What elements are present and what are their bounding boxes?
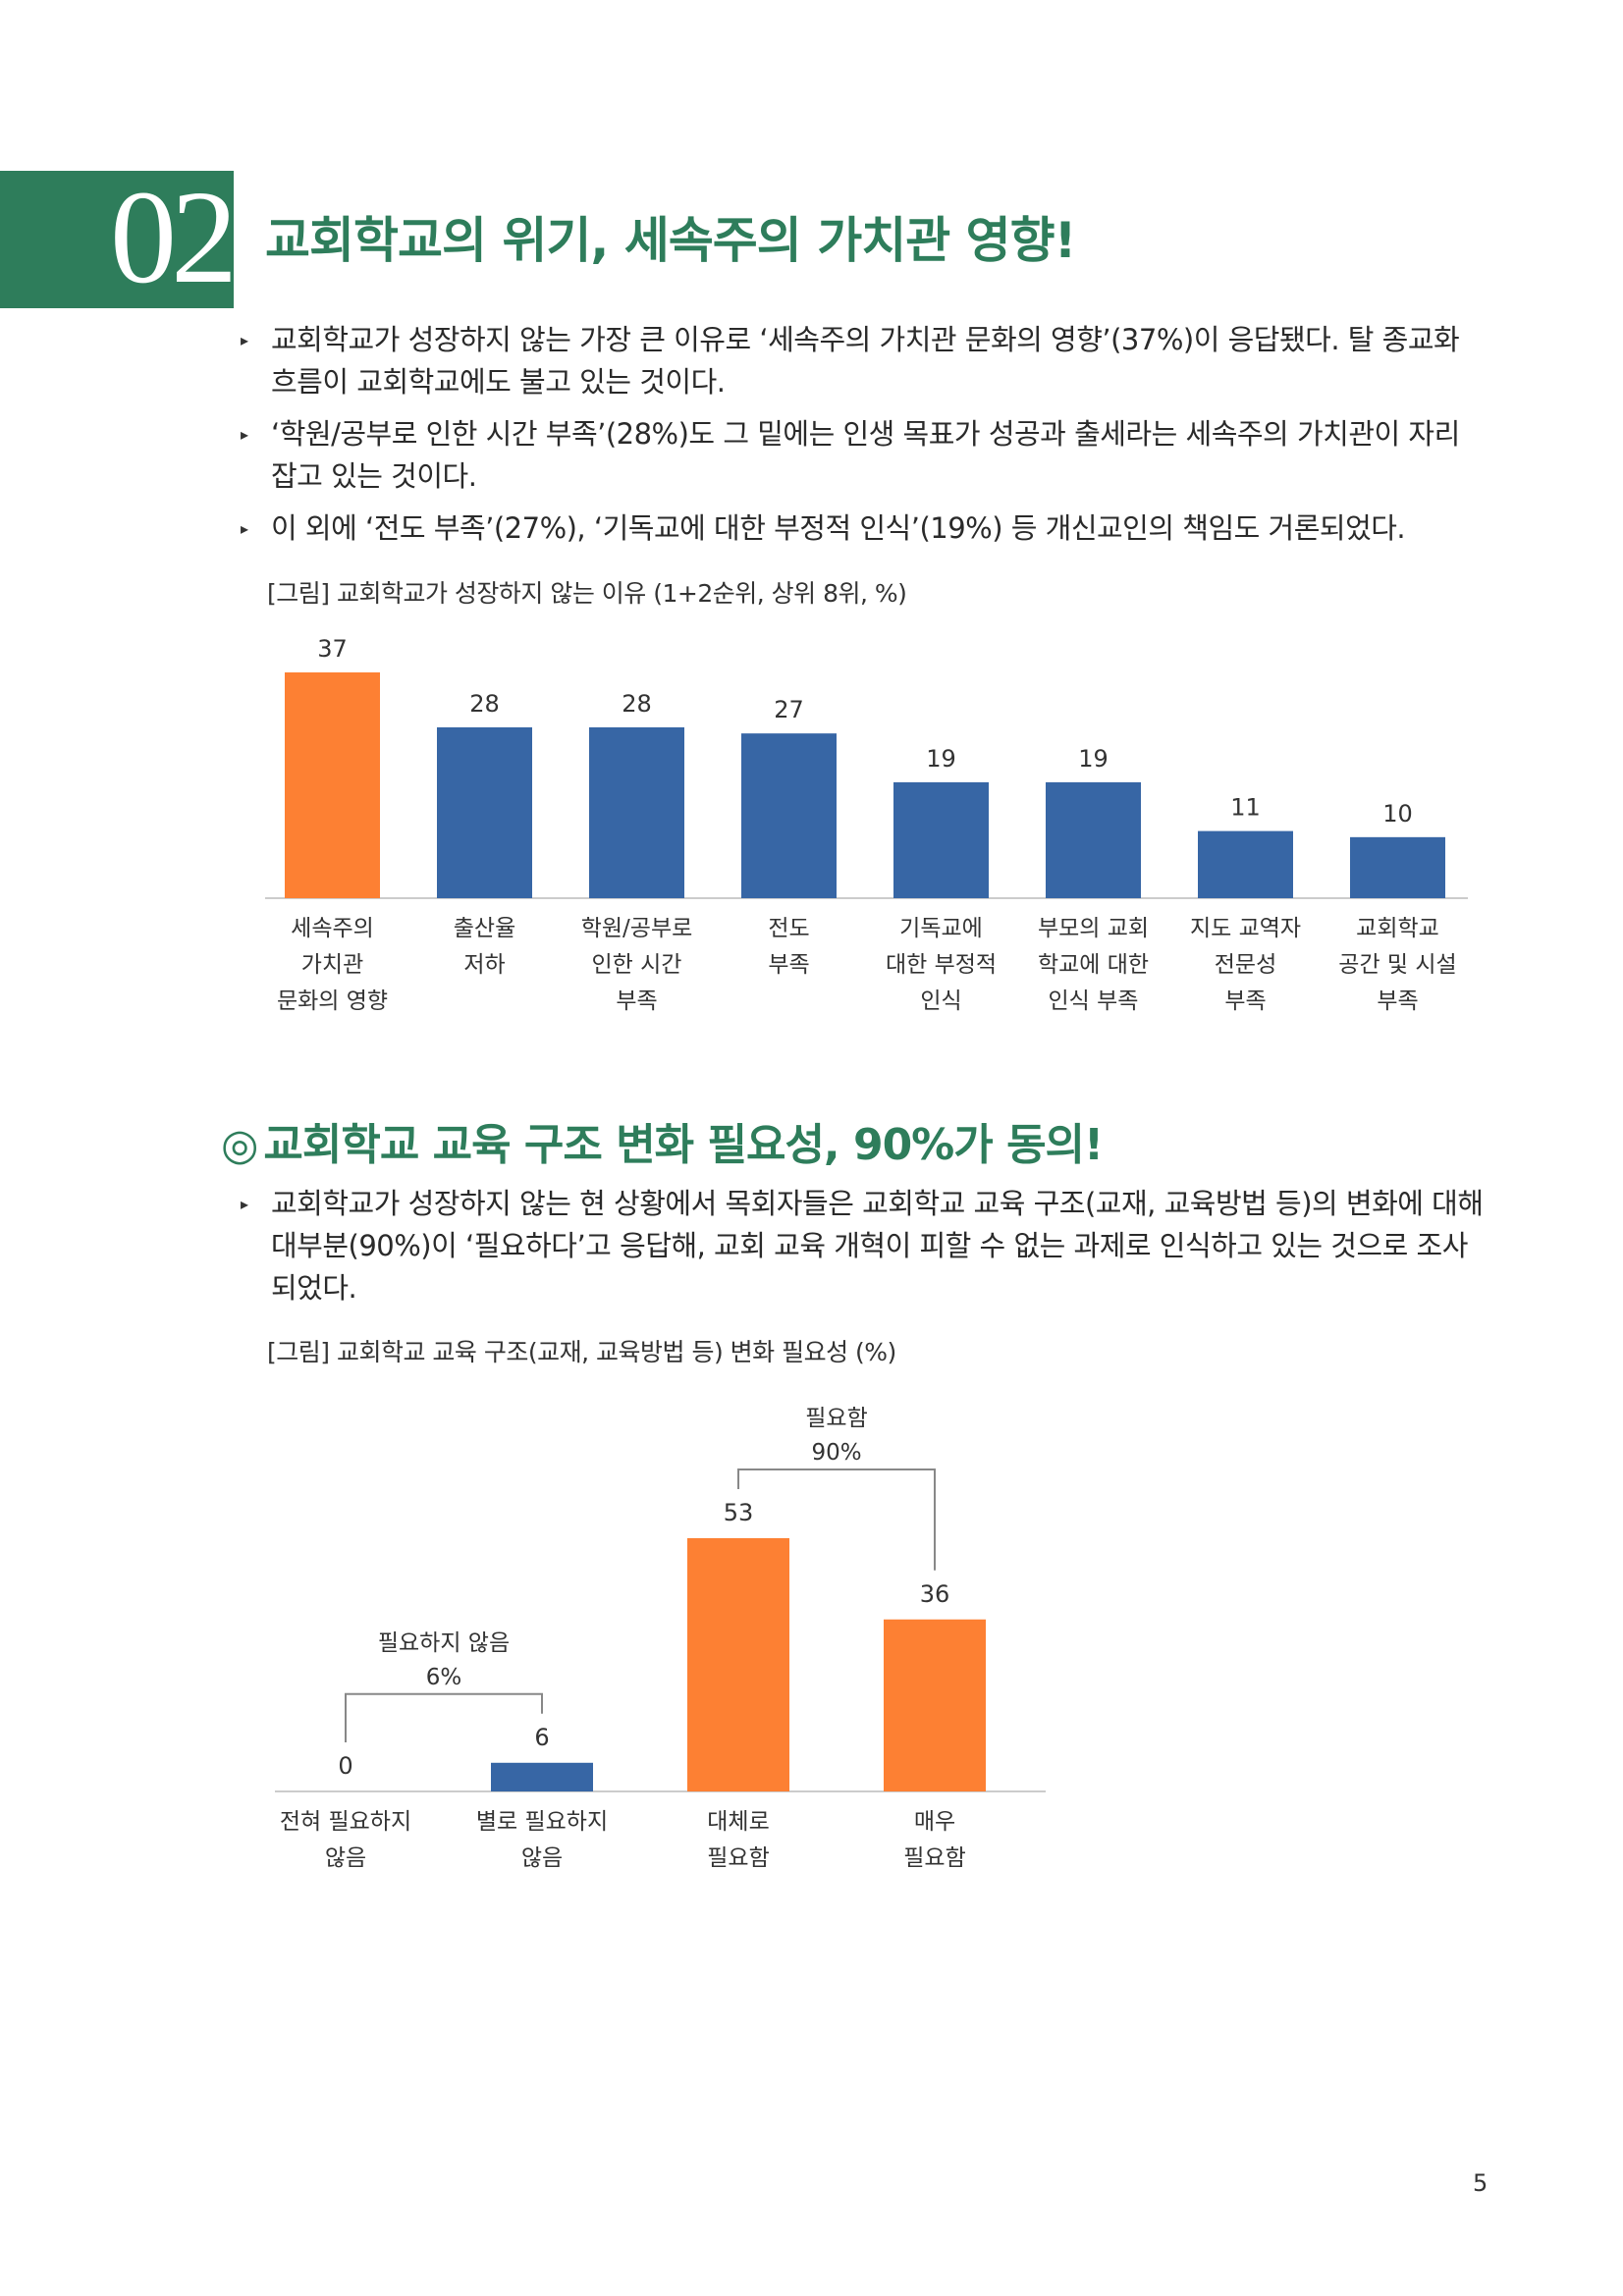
bar	[491, 1762, 593, 1791]
subsection-title: ◎ 교회학교 교육 구조 변화 필요성, 90%가 동의!	[221, 1120, 1104, 1170]
group-percent: 6%	[426, 1665, 462, 1690]
section-number: 02	[110, 164, 238, 311]
bullet-item: ▸ 교회학교가 성장하지 않는 현 상황에서 목회자들은 교회학교 교육 구조(교…	[236, 1183, 1492, 1309]
data-label: 36	[920, 1580, 950, 1608]
bar	[1350, 836, 1445, 898]
group-bracket	[737, 1468, 936, 1571]
bar	[893, 781, 989, 898]
category-label: 필요함	[903, 1845, 965, 1871]
category-label: 인식 부족	[1049, 988, 1139, 1014]
bar	[1198, 830, 1293, 898]
category-label: 전도	[768, 916, 809, 941]
bullet-list-1: ▸ 교회학교가 성장하지 않는 가장 큰 이유로 ‘세속주의 가치관 문화의 영향…	[236, 319, 1492, 560]
category-label: 않음	[521, 1845, 563, 1871]
group-bracket	[345, 1692, 543, 1742]
category-label: 부족	[768, 952, 809, 978]
data-label: 53	[724, 1499, 754, 1526]
page-number: 5	[1473, 2169, 1488, 2197]
category-label: 세속주의	[291, 916, 374, 941]
bar	[741, 733, 837, 898]
data-label: 19	[926, 745, 956, 773]
bullet-marker-icon: ▸	[241, 1195, 248, 1213]
category-label: 기독교에	[899, 916, 983, 941]
category-label: 전혀 필요하지	[280, 1809, 411, 1835]
bullet-marker-icon: ▸	[241, 519, 248, 538]
category-label: 지도 교역자	[1190, 916, 1301, 941]
category-label: 대한 부정적	[886, 952, 997, 978]
category-label: 않음	[325, 1845, 366, 1871]
data-label: 27	[774, 696, 804, 723]
bar	[589, 726, 684, 898]
category-label: 부족	[1224, 988, 1266, 1014]
category-label: 학원/공부로	[581, 916, 693, 941]
category-label: 매우	[914, 1809, 955, 1835]
category-label: 저하	[463, 952, 505, 978]
bar	[285, 672, 380, 898]
data-label: 11	[1230, 794, 1261, 822]
bullet-item: ▸ 이 외에 ‘전도 부족’(27%), ‘기독교에 대한 부정적 인식’(19%…	[236, 507, 1492, 550]
category-label: 전문성	[1215, 952, 1276, 978]
bar	[1046, 781, 1141, 898]
category-label: 필요함	[707, 1845, 769, 1871]
category-label: 부족	[1377, 988, 1418, 1014]
data-label: 19	[1078, 745, 1109, 773]
group-percent: 90%	[811, 1440, 861, 1466]
category-label: 인식	[920, 988, 961, 1014]
data-label: 0	[338, 1752, 352, 1780]
category-label: 공간 및 시설	[1338, 952, 1456, 978]
category-label: 교회학교	[1356, 916, 1439, 941]
bullet-item: ▸ ‘학원/공부로 인한 시간 부족’(28%)도 그 밑에는 인생 목표가 성공…	[236, 413, 1492, 498]
category-label: 문화의 영향	[277, 988, 388, 1014]
category-label: 대체로	[707, 1809, 769, 1835]
category-label: 부모의 교회	[1038, 916, 1149, 941]
section-number-band: 02	[0, 164, 238, 311]
group-label: 필요하지 않음	[378, 1630, 510, 1656]
bar	[437, 726, 532, 898]
bar	[884, 1619, 986, 1791]
data-label: 10	[1382, 800, 1413, 828]
bullet-item: ▸ 교회학교가 성장하지 않는 가장 큰 이유로 ‘세속주의 가치관 문화의 영향…	[236, 319, 1492, 403]
group-label: 필요함	[805, 1406, 867, 1431]
category-label: 부족	[616, 988, 657, 1014]
category-label: 인한 시간	[592, 952, 682, 978]
double-circle-icon: ◎	[221, 1120, 258, 1170]
data-label: 6	[534, 1724, 549, 1751]
bullet-marker-icon: ▸	[241, 331, 248, 349]
category-label: 출산율	[454, 916, 515, 941]
figure2-caption: [그림] 교회학교 교육 구조(교재, 교육방법 등) 변화 필요성 (%)	[267, 1338, 896, 1366]
data-label: 37	[317, 635, 348, 663]
category-label: 학교에 대한	[1038, 952, 1149, 978]
category-label: 가치관	[301, 952, 363, 978]
bullet-marker-icon: ▸	[241, 425, 248, 444]
data-label: 28	[469, 690, 500, 718]
data-label: 28	[622, 690, 652, 718]
bullet-list-2: ▸ 교회학교가 성장하지 않는 현 상황에서 목회자들은 교회학교 교육 구조(교…	[236, 1183, 1492, 1319]
section-title: 교회학교의 위기, 세속주의 가치관 영향!	[265, 212, 1076, 269]
bar	[687, 1538, 789, 1791]
category-label: 별로 필요하지	[476, 1809, 608, 1835]
figure1-caption: [그림] 교회학교가 성장하지 않는 이유 (1+2순위, 상위 8위, %)	[267, 579, 907, 608]
